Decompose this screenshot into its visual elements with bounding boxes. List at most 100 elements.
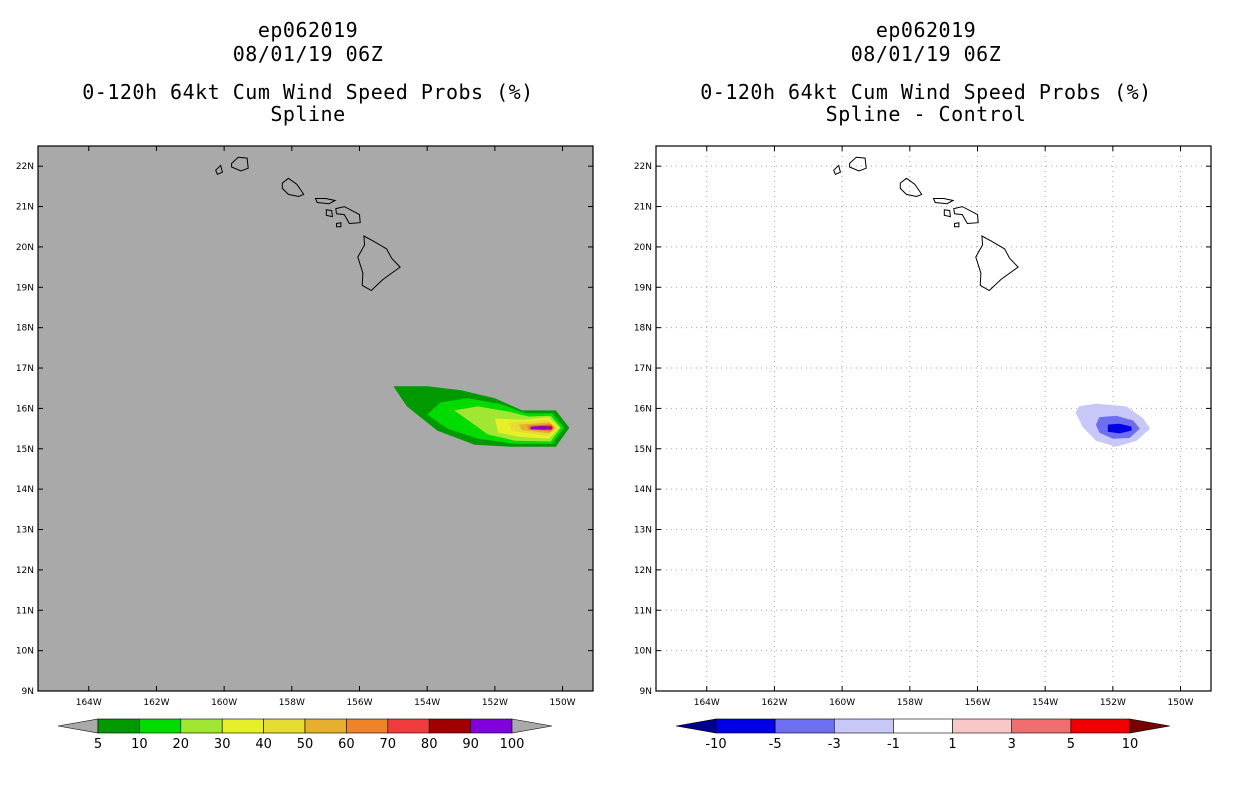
y-tick-label: 22N (634, 162, 652, 172)
colorbar-segment (893, 718, 953, 734)
panel-spline: 164W 162W 160W 158W 156W 154W 152W 150W 9N 10N 11N… (16, 145, 594, 752)
colorbar-segment (263, 718, 306, 734)
colorbar-segment (1011, 718, 1072, 734)
y-tick-label: 10N (634, 647, 652, 657)
y-tick-label: 11N (16, 606, 34, 616)
y-tick-label: 12N (16, 566, 34, 576)
hawaii-island-outline (335, 206, 361, 225)
x-tick-label: 162W (761, 698, 787, 708)
hawaii-island-outline (281, 177, 305, 198)
y-tick-label: 12N (634, 566, 652, 576)
y-tick-label: 9N (640, 687, 652, 697)
y-tick-label: 16N (16, 404, 34, 414)
hawaii-island-outline (975, 235, 1019, 292)
colorbar-segment (428, 718, 471, 734)
colorbar-label: 60 (338, 737, 355, 752)
plot-frame (37, 145, 594, 692)
panel-spline-minus-control: 164W 162W 160W 158W 156W 154W 152W 150W 9N 10N 11N… (634, 145, 1212, 752)
y-tick-label: 9N (22, 687, 34, 697)
colorbar-segment (833, 718, 894, 734)
colorbar-label: 100 (500, 737, 525, 752)
hawaii-island-outline (954, 222, 960, 228)
colorbar-segment (1070, 718, 1131, 734)
colorbar-label: 5 (94, 737, 102, 752)
colorbar-label: 10 (131, 737, 148, 752)
x-tick-label: 164W (76, 698, 102, 708)
x-tick-label: 152W (482, 698, 508, 708)
colorbar-over-triangle (511, 718, 553, 734)
colorbar: 5 10 20 30 40 50 60 70 80 90 100 (57, 718, 553, 752)
x-tick-label: 156W (346, 698, 372, 708)
hawaii-island-outline (325, 209, 333, 218)
colorbar-segment (715, 718, 776, 734)
colorbar-label: 30 (214, 737, 231, 752)
colorbar-label: -5 (769, 737, 782, 752)
colorbar-segment (470, 718, 513, 734)
colorbar-label: -3 (828, 737, 841, 752)
colorbar-label: 3 (1008, 737, 1016, 752)
y-tick-label: 21N (634, 203, 652, 213)
colorbar-label: 10 (1122, 737, 1139, 752)
y-tick-label: 16N (634, 404, 652, 414)
colorbar-label: 20 (173, 737, 190, 752)
hawaii-island-outline (833, 164, 841, 175)
colorbar: -10 -5 -3 -1 1 3 5 10 (675, 718, 1171, 752)
y-tick-label: 17N (634, 364, 652, 374)
colorbar-segment (180, 718, 223, 734)
y-tick-label: 14N (16, 485, 34, 495)
hawaii-island-outline (231, 156, 249, 172)
colorbar-under-triangle (675, 718, 717, 734)
right-chart-subtitle: Spline - Control (825, 102, 1027, 126)
x-tick-label: 152W (1100, 698, 1126, 708)
colorbar-label: 5 (1067, 737, 1075, 752)
plot-frame (655, 145, 1212, 692)
x-tick-label: 164W (694, 698, 720, 708)
colorbar-segment (97, 718, 140, 734)
x-tick-label: 160W (211, 698, 237, 708)
y-tick-label: 19N (634, 283, 652, 293)
colorbar-label: 1 (948, 737, 956, 752)
y-tick-label: 17N (16, 364, 34, 374)
y-tick-label: 20N (634, 243, 652, 253)
x-tick-label: 160W (829, 698, 855, 708)
left-storm-id: ep062019 (257, 18, 359, 42)
left-chart-title: 0-120h 64kt Cum Wind Speed Probs (%) (82, 80, 534, 104)
right-storm-id: ep062019 (875, 18, 977, 42)
y-tick-label: 20N (16, 243, 34, 253)
x-tick-label: 154W (1032, 698, 1058, 708)
hawaii-island-outline (849, 156, 867, 172)
colorbar-segment (139, 718, 182, 734)
y-tick-label: 10N (16, 647, 34, 657)
colorbar-label: 90 (462, 737, 479, 752)
y-tick-label: 21N (16, 203, 34, 213)
y-tick-label: 15N (634, 445, 652, 455)
hawaii-island-outline (932, 198, 955, 205)
hawaii-island-outline (953, 206, 979, 225)
x-tick-label: 150W (1168, 698, 1194, 708)
colorbar-over-triangle (1129, 718, 1171, 734)
x-tick-label: 150W (550, 698, 576, 708)
y-tick-label: 11N (634, 606, 652, 616)
colorbar-segment (774, 718, 835, 734)
colorbar-label: -1 (887, 737, 900, 752)
right-panel-title: ep062019 08/01/19 06Z 0-120h 64kt Cum Wi… (646, 18, 1206, 126)
x-tick-label: 162W (143, 698, 169, 708)
x-tick-label: 154W (414, 698, 440, 708)
colorbar-label: -10 (705, 737, 726, 752)
colorbar-segment (952, 718, 1013, 734)
y-tick-label: 18N (634, 324, 652, 334)
colorbar-under-triangle (57, 718, 99, 734)
colorbar-label: 80 (421, 737, 438, 752)
colorbar-label: 40 (255, 737, 272, 752)
hawaii-island-outline (943, 209, 951, 218)
x-tick-label: 158W (897, 698, 923, 708)
right-datetime: 08/01/19 06Z (850, 42, 1002, 66)
hawaii-island-outline (215, 164, 223, 175)
left-datetime: 08/01/19 06Z (232, 42, 384, 66)
y-tick-label: 22N (16, 162, 34, 172)
y-tick-label: 13N (634, 526, 652, 536)
colorbar-segment (346, 718, 389, 734)
y-tick-label: 15N (16, 445, 34, 455)
prob-contour-90 (530, 426, 551, 430)
y-tick-label: 14N (634, 485, 652, 495)
